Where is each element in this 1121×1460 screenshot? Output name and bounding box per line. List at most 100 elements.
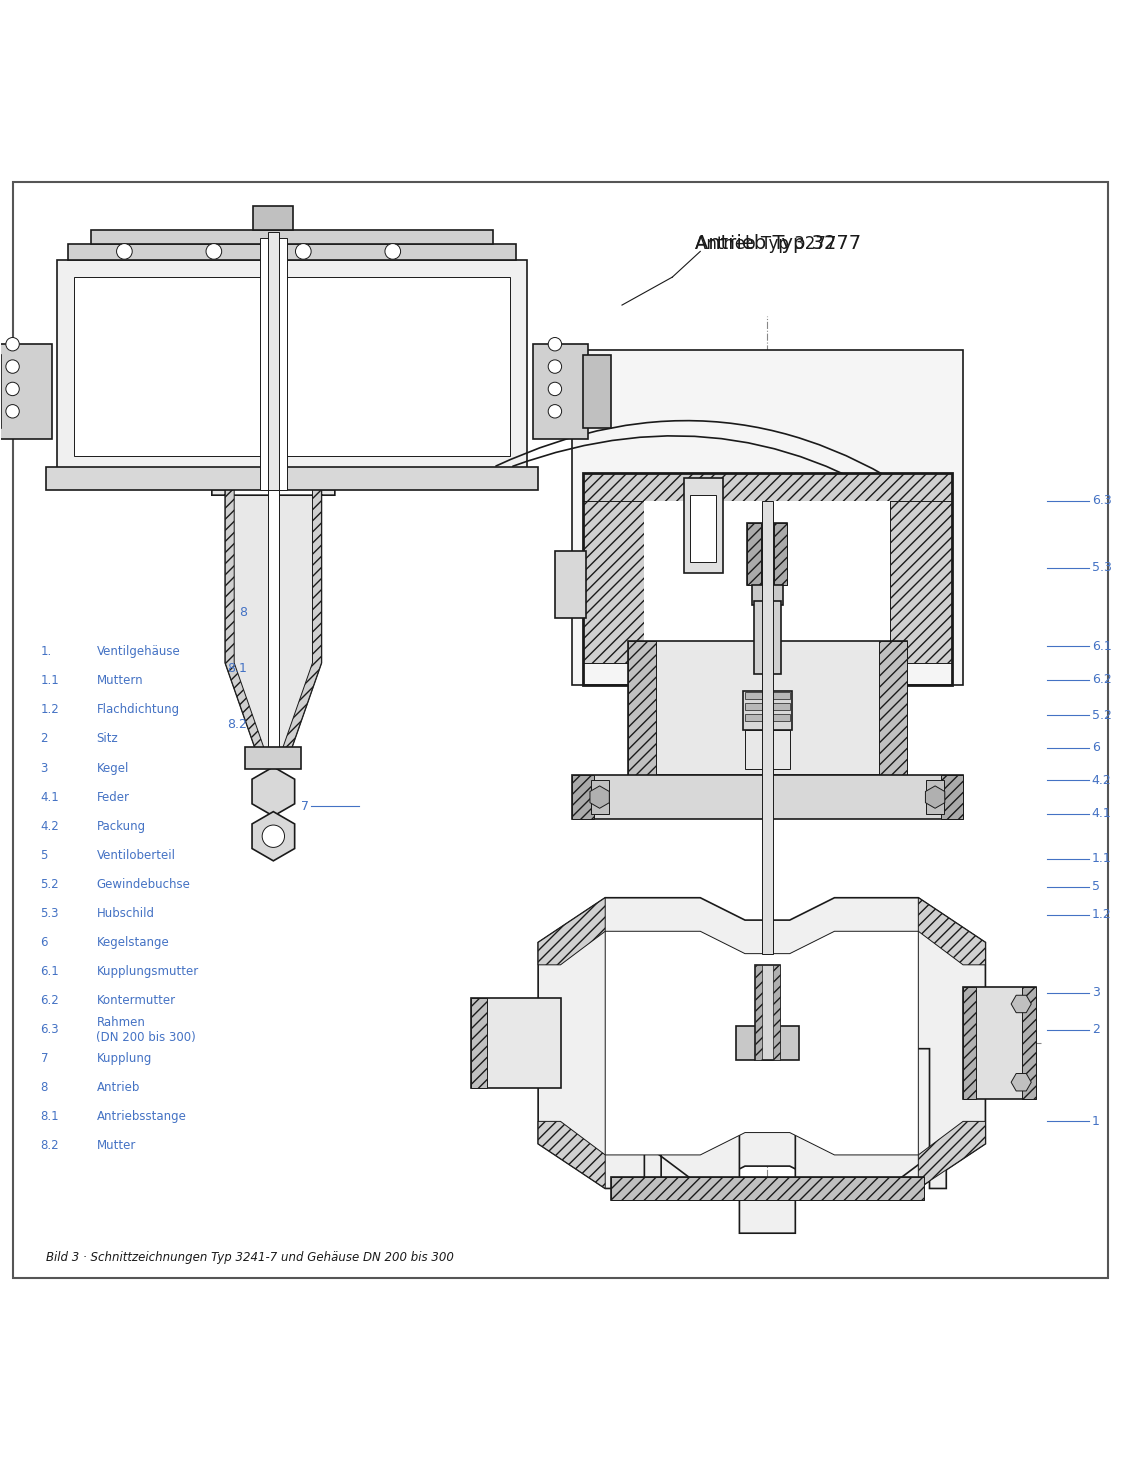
Bar <box>68 244 516 260</box>
Text: 6.2: 6.2 <box>40 994 59 1007</box>
Bar <box>748 523 787 584</box>
Bar <box>963 987 1036 1099</box>
Circle shape <box>262 825 285 847</box>
Polygon shape <box>773 965 780 1060</box>
Circle shape <box>6 337 19 350</box>
Text: 8.2: 8.2 <box>228 718 248 731</box>
Polygon shape <box>748 523 761 584</box>
Text: 6.2: 6.2 <box>1092 673 1111 686</box>
Text: 8: 8 <box>40 1082 48 1095</box>
Circle shape <box>548 404 562 418</box>
Text: 6: 6 <box>1092 742 1100 755</box>
Text: 8: 8 <box>240 606 248 619</box>
Bar <box>757 1026 779 1060</box>
Text: 8.2: 8.2 <box>40 1139 59 1152</box>
Polygon shape <box>590 785 610 809</box>
Text: Ventilgehäuse: Ventilgehäuse <box>96 645 180 658</box>
Polygon shape <box>1011 1073 1031 1091</box>
Bar <box>0 355 1 428</box>
Bar <box>756 965 780 1060</box>
Polygon shape <box>538 1121 605 1188</box>
Bar <box>268 232 279 501</box>
Bar <box>745 730 789 769</box>
Text: 2: 2 <box>1092 1023 1100 1037</box>
Bar <box>0 345 52 439</box>
Polygon shape <box>212 489 266 752</box>
Text: Bild 3 · Schnittzeichnungen Typ 3241-7 und Gehäuse DN 200 bis 300: Bild 3 · Schnittzeichnungen Typ 3241-7 u… <box>46 1251 454 1264</box>
Bar <box>745 692 789 699</box>
Bar <box>583 473 952 685</box>
Bar <box>245 746 302 769</box>
Polygon shape <box>471 999 487 1088</box>
Text: Mutter: Mutter <box>96 1139 136 1152</box>
Bar <box>91 231 493 244</box>
Text: 5: 5 <box>1092 880 1100 894</box>
Polygon shape <box>572 775 594 819</box>
Bar <box>745 714 789 721</box>
Circle shape <box>548 337 562 350</box>
Polygon shape <box>212 489 335 752</box>
Bar <box>691 495 716 562</box>
Text: Muttern: Muttern <box>96 675 143 688</box>
Polygon shape <box>252 766 295 816</box>
Text: Kegel: Kegel <box>96 762 129 774</box>
Bar <box>745 704 789 710</box>
Text: Rahmen
(DN 200 bis 300): Rahmen (DN 200 bis 300) <box>96 1016 196 1044</box>
Text: 4.2: 4.2 <box>1092 774 1111 787</box>
Polygon shape <box>879 641 907 775</box>
Text: 1: 1 <box>1092 1115 1100 1129</box>
Text: Kegelstange: Kegelstange <box>96 936 169 949</box>
Bar <box>46 467 538 489</box>
Text: Sitz: Sitz <box>96 733 118 746</box>
Bar <box>628 641 907 775</box>
Polygon shape <box>281 489 335 752</box>
Bar <box>74 277 510 456</box>
Bar <box>471 999 560 1088</box>
Polygon shape <box>645 1048 946 1234</box>
Text: Antrieb Typ 3277: Antrieb Typ 3277 <box>695 235 836 253</box>
Text: 4.1: 4.1 <box>1092 807 1111 821</box>
Text: 5.3: 5.3 <box>40 907 59 920</box>
Circle shape <box>206 244 222 260</box>
Text: 1.2: 1.2 <box>1092 908 1111 921</box>
Bar <box>260 238 287 489</box>
Bar <box>611 1177 924 1200</box>
Bar <box>645 501 890 663</box>
Bar <box>57 260 527 473</box>
Text: Gewindebuchse: Gewindebuchse <box>96 877 191 891</box>
Bar <box>754 602 781 675</box>
Text: 5.2: 5.2 <box>40 877 59 891</box>
Text: 8.1: 8.1 <box>40 1111 59 1123</box>
Bar <box>555 550 586 618</box>
Text: 6.1: 6.1 <box>1092 639 1111 653</box>
Text: 3: 3 <box>1092 987 1100 999</box>
Text: Ventiloberteil: Ventiloberteil <box>96 848 176 861</box>
Circle shape <box>6 404 19 418</box>
Bar <box>591 780 609 813</box>
Text: 5: 5 <box>40 848 48 861</box>
Text: 4.2: 4.2 <box>40 819 59 832</box>
Text: 3: 3 <box>40 762 48 774</box>
Circle shape <box>6 359 19 374</box>
Polygon shape <box>628 641 656 775</box>
Text: 4.1: 4.1 <box>40 791 59 803</box>
Polygon shape <box>918 1121 985 1188</box>
Bar <box>583 355 611 428</box>
Text: 8.1: 8.1 <box>228 661 248 675</box>
Polygon shape <box>1022 987 1036 1099</box>
Polygon shape <box>538 898 985 1188</box>
Circle shape <box>296 244 312 260</box>
Polygon shape <box>583 473 952 501</box>
Text: Kontermutter: Kontermutter <box>96 994 176 1007</box>
Polygon shape <box>756 965 762 1060</box>
Polygon shape <box>775 523 787 584</box>
Text: Hubschild: Hubschild <box>96 907 155 920</box>
Text: 2: 2 <box>40 733 48 746</box>
Bar <box>268 489 279 752</box>
Text: 6.1: 6.1 <box>40 965 59 978</box>
Circle shape <box>548 359 562 374</box>
Text: Kupplungsmutter: Kupplungsmutter <box>96 965 198 978</box>
Circle shape <box>6 383 19 396</box>
Text: 1.2: 1.2 <box>40 704 59 717</box>
Polygon shape <box>611 1177 924 1200</box>
